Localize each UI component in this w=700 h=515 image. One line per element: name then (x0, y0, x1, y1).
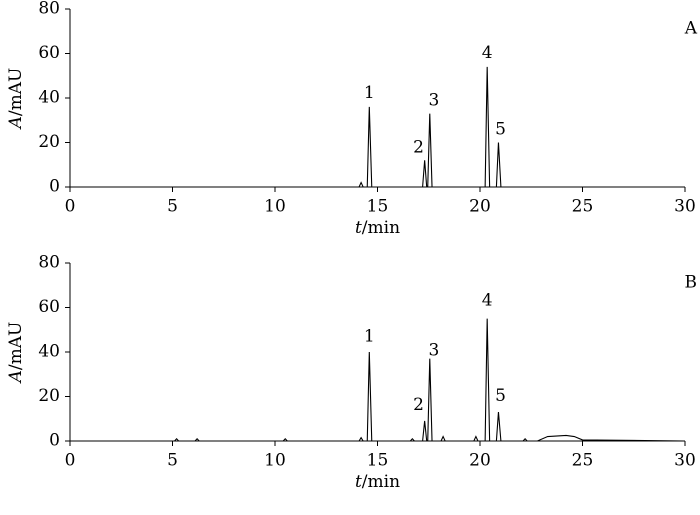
y-tick-label: 60 (38, 297, 60, 317)
y-tick-label: 80 (38, 253, 60, 273)
chromatogram-line (70, 66, 685, 188)
x-tick-label: 5 (167, 451, 178, 471)
y-tick-label: 0 (49, 431, 60, 451)
y-tick-label: 60 (38, 43, 60, 63)
x-tick-label: 15 (367, 451, 389, 471)
x-tick-label: 20 (469, 451, 491, 471)
chromatogram-line (70, 318, 686, 442)
x-tick-label: 30 (674, 197, 696, 217)
x-tick-label: 25 (572, 451, 594, 471)
y-axis-label: A/mAU (6, 68, 26, 131)
y-tick-label: 40 (38, 342, 60, 362)
peak-label: 3 (428, 341, 439, 361)
y-tick-label: 80 (38, 0, 60, 19)
x-axis-label: t/min (355, 218, 400, 238)
peak-label: 3 (428, 91, 439, 111)
peak-label: 4 (482, 43, 493, 63)
peak-label: 5 (495, 386, 506, 406)
peak-label: 1 (364, 83, 375, 103)
x-tick-label: 20 (469, 197, 491, 217)
peak-label: 2 (413, 138, 424, 158)
peak-label: 2 (413, 395, 424, 415)
peak-label: 1 (364, 327, 375, 347)
x-tick-label: 0 (65, 197, 76, 217)
x-tick-label: 25 (572, 197, 594, 217)
x-tick-label: 15 (367, 197, 389, 217)
panel-label: A (684, 19, 698, 39)
x-tick-label: 0 (65, 451, 76, 471)
y-tick-label: 20 (38, 132, 60, 152)
y-tick-label: 40 (38, 88, 60, 108)
y-axis-label: A/mAU (6, 322, 26, 385)
x-tick-label: 5 (167, 197, 178, 217)
x-tick-label: 10 (264, 197, 286, 217)
peak-label: 5 (495, 120, 506, 140)
x-axis-label: t/min (355, 472, 400, 492)
y-tick-label: 20 (38, 386, 60, 406)
panel-label: B (685, 273, 698, 293)
peak-label: 4 (482, 290, 493, 310)
x-tick-label: 10 (264, 451, 286, 471)
x-tick-label: 30 (674, 451, 696, 471)
y-tick-label: 0 (49, 177, 60, 197)
